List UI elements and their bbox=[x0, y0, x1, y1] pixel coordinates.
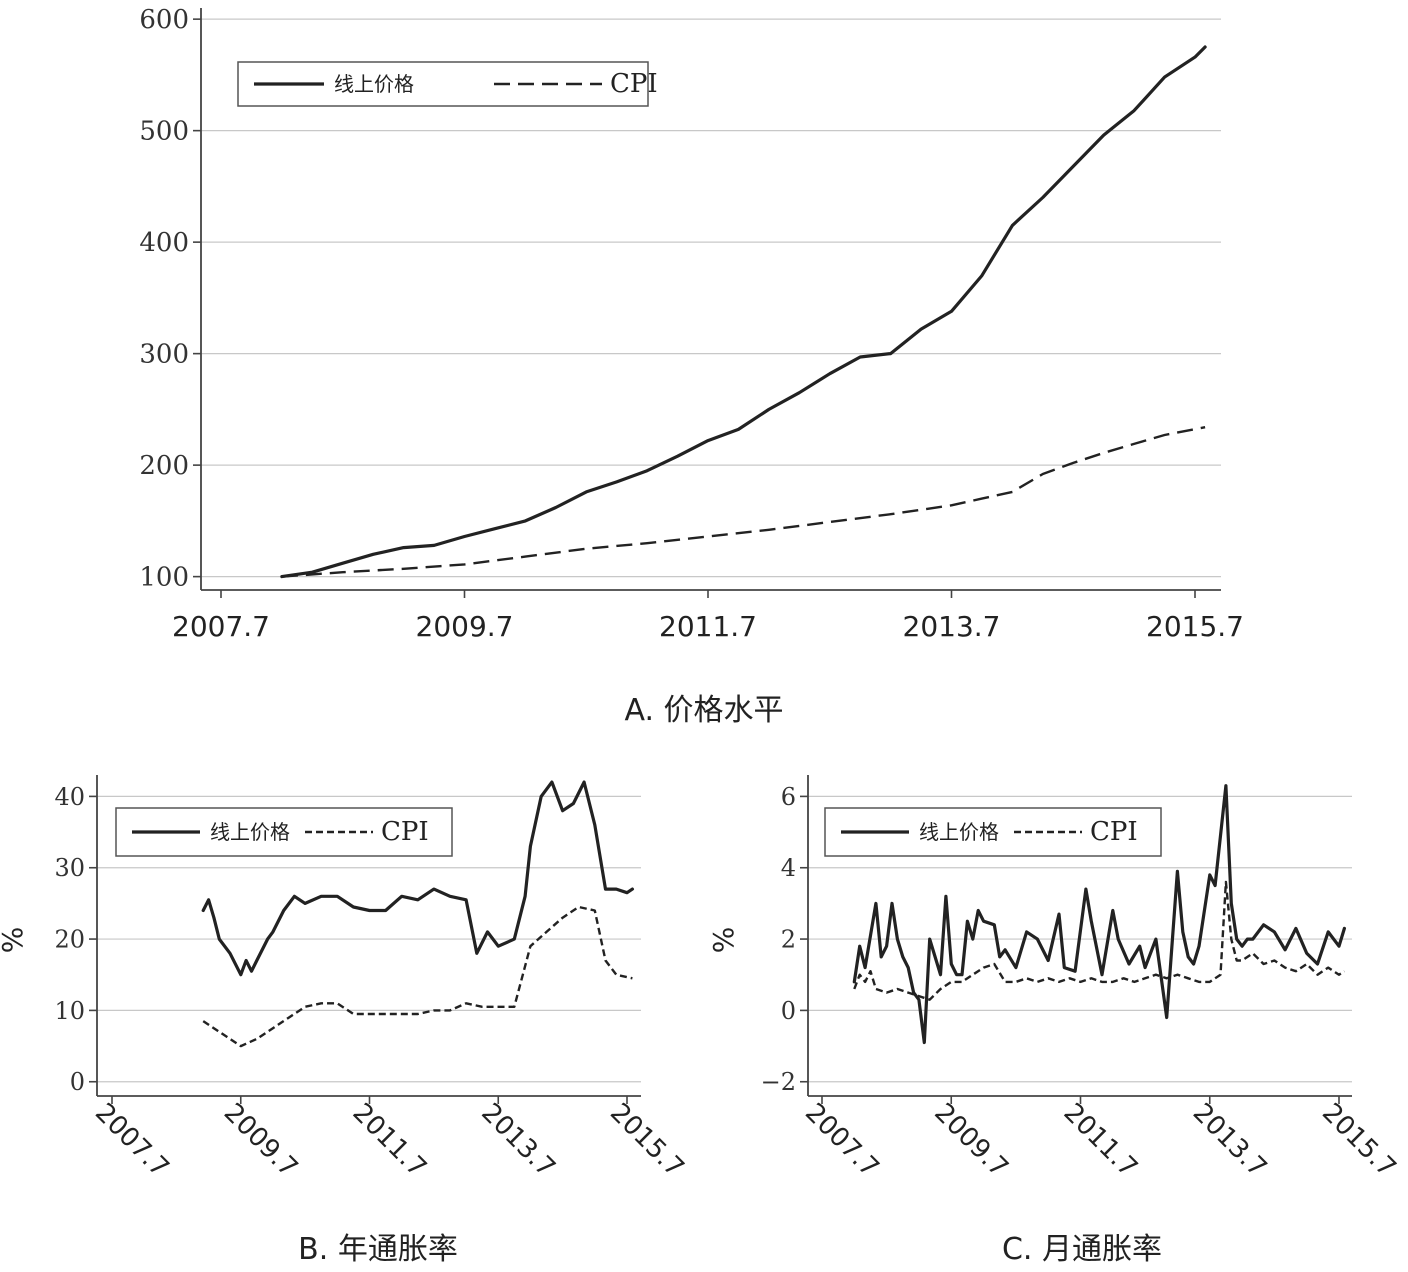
series-line-cpi bbox=[281, 426, 1206, 578]
y-tick-label: 0 bbox=[781, 997, 796, 1025]
series-line-cpi bbox=[853, 880, 1346, 1001]
legend: 线上价格 CPI bbox=[115, 807, 453, 857]
y-axis-label: % bbox=[707, 927, 740, 954]
series-line-cpi bbox=[202, 905, 633, 1048]
x-tick-label: 2015.7 bbox=[1316, 1098, 1402, 1184]
y-tick-label: 30 bbox=[54, 854, 85, 882]
y-tick-label: 600 bbox=[139, 5, 189, 35]
x-tick-label: 2009.7 bbox=[928, 1098, 1014, 1184]
legend-label-cpi: CPI bbox=[610, 69, 658, 99]
x-tick-label: 2015.7 bbox=[1146, 610, 1244, 643]
x-tick-label: 2007.7 bbox=[799, 1098, 885, 1184]
series-line-online-price bbox=[852, 784, 1347, 1045]
legend-label-cpi: CPI bbox=[1090, 817, 1138, 847]
panel-caption: C. 月通胀率 bbox=[1002, 1232, 1162, 1267]
panel-a: 100 200 300 400 500 600 2007.7 2009.7 2011.7 2013… bbox=[139, 5, 1244, 728]
x-tick-label: 2013.7 bbox=[903, 610, 1001, 643]
legend: 线上价格 CPI bbox=[824, 807, 1162, 857]
legend-label-online: 线上价格 bbox=[210, 820, 290, 844]
x-tick-label: 2015.7 bbox=[604, 1098, 690, 1184]
panel-c: −2 0 2 4 6 2007.7 2009.7 2011.7 2013.7 2015.7 线上价格… bbox=[707, 775, 1402, 1267]
y-tick-label: 6 bbox=[781, 783, 796, 811]
y-axis-label: % bbox=[0, 927, 29, 954]
y-tick-label: 10 bbox=[54, 997, 85, 1025]
y-tick-label: 20 bbox=[54, 925, 85, 953]
y-tick-label: −2 bbox=[761, 1068, 796, 1096]
y-tick-label: 4 bbox=[781, 854, 796, 882]
y-tick-label: 40 bbox=[54, 783, 85, 811]
series-line-online-price bbox=[280, 45, 1207, 579]
series-line-online-price bbox=[201, 780, 635, 977]
y-tick-label: 0 bbox=[70, 1068, 85, 1096]
y-tick-label: 100 bbox=[139, 563, 189, 593]
y-tick-label: 300 bbox=[139, 340, 189, 370]
y-tick-label: 500 bbox=[139, 117, 189, 147]
panel-b: 0 10 20 30 40 2007.7 2009.7 2011.7 2013.7 2015.7 线… bbox=[0, 775, 690, 1267]
x-tick-label: 2007.7 bbox=[89, 1098, 175, 1184]
y-tick-label: 400 bbox=[139, 228, 189, 258]
y-tick-label: 2 bbox=[781, 925, 796, 953]
legend-label-online: 线上价格 bbox=[334, 72, 414, 96]
legend-label-cpi: CPI bbox=[381, 817, 429, 847]
panel-caption: B. 年通胀率 bbox=[298, 1232, 458, 1267]
x-tick-label: 2009.7 bbox=[416, 610, 514, 643]
x-tick-label: 2011.7 bbox=[347, 1098, 433, 1184]
x-tick-label: 2011.7 bbox=[659, 610, 757, 643]
x-tick-label: 2013.7 bbox=[475, 1098, 561, 1184]
x-tick-label: 2013.7 bbox=[1187, 1098, 1273, 1184]
legend-label-online: 线上价格 bbox=[919, 820, 999, 844]
x-tick-label: 2009.7 bbox=[218, 1098, 304, 1184]
x-tick-label: 2007.7 bbox=[172, 610, 270, 643]
y-tick-label: 200 bbox=[139, 451, 189, 481]
legend: 线上价格 CPI bbox=[237, 61, 658, 107]
x-tick-label: 2011.7 bbox=[1058, 1098, 1144, 1184]
panel-caption: A. 价格水平 bbox=[624, 693, 783, 728]
